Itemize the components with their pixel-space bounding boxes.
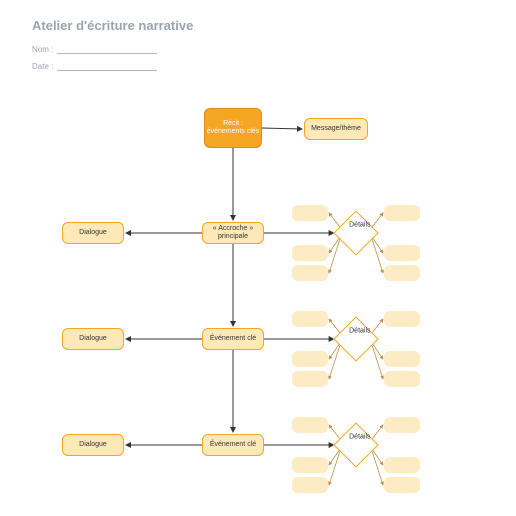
detail-box-1-0 — [292, 311, 328, 327]
message-node: Message/thème — [304, 118, 368, 140]
detail-box-1-2 — [292, 351, 328, 367]
dialogue-node-1: Dialogue — [62, 328, 124, 350]
detail-box-0-1 — [384, 205, 420, 221]
event-node-0: « Accroche » principale — [202, 222, 264, 244]
date-field: Date : — [32, 62, 193, 71]
event-node-1: Événement clé — [202, 328, 264, 350]
detail-box-2-4 — [292, 477, 328, 493]
detail-box-1-4 — [292, 371, 328, 387]
detail-box-0-4 — [292, 265, 328, 281]
detail-box-2-1 — [384, 417, 420, 433]
detail-box-2-5 — [384, 477, 420, 493]
event-node-2: Événement clé — [202, 434, 264, 456]
detail-box-1-1 — [384, 311, 420, 327]
date-label: Date : — [32, 62, 53, 71]
detail-box-0-0 — [292, 205, 328, 221]
page-title: Atelier d'écriture narrative — [32, 18, 193, 33]
detail-box-0-5 — [384, 265, 420, 281]
details-diamond-0: Détails — [333, 210, 378, 255]
detail-box-2-2 — [292, 457, 328, 473]
name-field: Nom : — [32, 45, 193, 54]
details-diamond-2: Détails — [333, 422, 378, 467]
header: Atelier d'écriture narrative Nom : Date … — [32, 18, 193, 79]
detail-box-1-5 — [384, 371, 420, 387]
detail-box-0-2 — [292, 245, 328, 261]
detail-box-2-3 — [384, 457, 420, 473]
name-label: Nom : — [32, 45, 53, 54]
date-line — [57, 70, 157, 71]
dialogue-node-0: Dialogue — [62, 222, 124, 244]
detail-box-2-0 — [292, 417, 328, 433]
name-line — [57, 53, 157, 54]
detail-box-1-3 — [384, 351, 420, 367]
start-node: Récit : événements clés — [204, 108, 262, 148]
detail-box-0-3 — [384, 245, 420, 261]
details-diamond-1: Détails — [333, 316, 378, 361]
dialogue-node-2: Dialogue — [62, 434, 124, 456]
